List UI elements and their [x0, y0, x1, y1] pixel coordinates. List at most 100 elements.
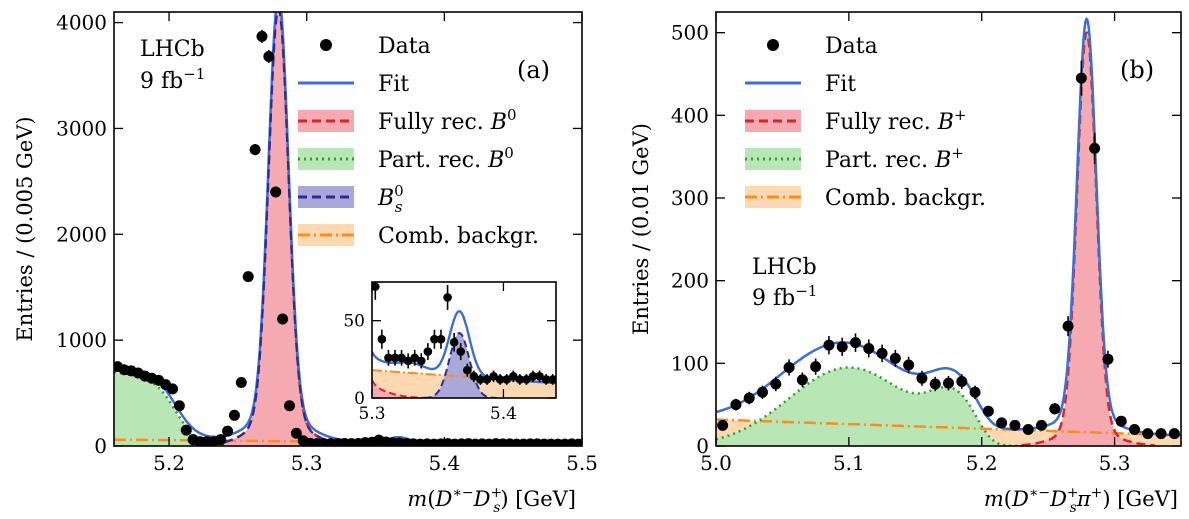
axis-a-ytick-label: 1000 [56, 328, 107, 352]
b-data-point [1168, 428, 1180, 440]
inset-data-point [403, 356, 413, 366]
b-data-point [1115, 415, 1127, 427]
legend-data-marker [320, 39, 332, 51]
data-point [222, 425, 234, 437]
legend-fully-label: Fully rec. B+ [825, 106, 967, 135]
panel-a-frame [113, 11, 583, 447]
axis-b-ytick-label: 200 [671, 269, 709, 293]
b-data-point [889, 352, 901, 364]
b-data-point [1049, 403, 1061, 415]
data-point [270, 186, 282, 198]
b-data-point [996, 417, 1008, 429]
b-comb-line [716, 418, 1181, 437]
inset-data-point [436, 334, 446, 344]
b-data-point [956, 376, 968, 388]
inset-data-point [508, 372, 518, 381]
axis-b-ytick-label: 500 [671, 21, 709, 45]
panel-a-xlabel: m(D∗−D+ s) [GeV] [407, 485, 576, 516]
inset-data-point [390, 353, 400, 363]
axis-a-ytick-label: 0 [94, 434, 107, 458]
inset-data-point [416, 356, 426, 366]
b-data-point [903, 359, 915, 371]
inset-data-point [456, 347, 466, 356]
b-part-fill [716, 367, 1022, 446]
inset-axis-xtick-label: 5.4 [490, 404, 517, 424]
panel-b-ylabel: Entries / (0.01 GeV) [629, 123, 653, 335]
b-data-point [1129, 423, 1140, 435]
axis-b-xtick-label: 5.1 [833, 451, 865, 475]
data-point [290, 427, 302, 439]
panel-b-xlabel: m(D∗−D+ sπ+) [GeV] [984, 485, 1178, 516]
axis-a-ytick-label: 4000 [56, 11, 107, 35]
part-rec-fill [114, 372, 225, 446]
panel-a-ylabel: Entries / (0.005 GeV) [13, 116, 37, 341]
inset-frame [371, 281, 557, 399]
b-data-point [1009, 419, 1021, 431]
inset-bs-line [424, 331, 498, 398]
b-data-point [863, 342, 875, 354]
panel-a-inset: 5.3 5.4 0 50 [343, 281, 557, 424]
inset-data-point [410, 353, 420, 363]
b-data-point [810, 361, 822, 373]
b-data-point [1142, 428, 1154, 440]
data-point [573, 438, 582, 446]
axis-a-xtick-label: 5.3 [291, 451, 323, 475]
axis-a-ytick-label: 2000 [56, 222, 107, 246]
data-point [263, 50, 275, 62]
b-data-point [1075, 72, 1087, 84]
panel-a-lumi-text: 9 fb [140, 69, 183, 94]
b-data-point [916, 372, 928, 384]
inset-data-point [489, 372, 498, 381]
inset-axis-xtick-label: 5.3 [358, 404, 385, 424]
panel-b-lumi-exp: −1 [795, 282, 817, 300]
b-data-point [1102, 353, 1114, 365]
legend-fit-label: Fit [825, 72, 856, 97]
panel-a-lumi-exp: −1 [183, 65, 205, 83]
bs-line [223, 12, 335, 444]
panel-b-label: (b) [1120, 56, 1154, 84]
panel-b-frame [715, 11, 1182, 447]
inset-data-point [377, 334, 387, 344]
inset-data-point [515, 375, 525, 384]
data-point [235, 376, 247, 388]
axis-a-xtick-label: 5.5 [566, 451, 598, 475]
panel-a-label: (a) [517, 56, 550, 84]
b-fully-line [1021, 31, 1155, 446]
data-point [277, 313, 289, 325]
panel-b: 5.0 5.1 5.2 5.3 0 100 200 300 400 500 LHCb 9 fb−1… [629, 11, 1182, 516]
panel-b-legend: Data Fit Fully rec. B+ Part. rec. B+ Comb. b… [745, 34, 986, 211]
b-data-point [783, 361, 795, 373]
axis-a-ytick-label: 3000 [56, 116, 107, 140]
inset-data-point [476, 375, 485, 384]
panel-b-lumi-text: 9 fb [752, 286, 795, 311]
data-point [284, 400, 295, 412]
data-point [256, 30, 268, 42]
legend-data-marker [767, 39, 779, 51]
inset-data-point [384, 353, 393, 363]
data-point [173, 400, 185, 412]
b-data-point [770, 378, 782, 390]
inset-data-point [495, 375, 505, 384]
inset-data-point [462, 365, 472, 375]
b-data-point [757, 386, 768, 398]
b-data-point [876, 347, 888, 359]
b-data-point [743, 392, 755, 404]
axis-a-xtick-label: 5.2 [153, 451, 185, 475]
legend-bs-label: B0 s [377, 182, 404, 216]
b-fit-line [716, 16, 1181, 437]
data-point [167, 383, 178, 395]
inset-data-point [548, 375, 556, 384]
b-data-point [1036, 419, 1047, 431]
b-fully-fill [1021, 32, 1155, 446]
legend-data-label: Data [378, 34, 431, 59]
inset-data-point [423, 347, 433, 356]
legend-part-patch [298, 148, 354, 170]
data-point [180, 424, 192, 436]
inset-bs-fill [424, 333, 497, 398]
axis-b-ytick-label: 100 [671, 351, 709, 375]
b-data-point [1022, 423, 1034, 435]
b-data-point [943, 377, 954, 389]
inset-data-point [541, 375, 551, 384]
b-data-point [1062, 320, 1074, 332]
